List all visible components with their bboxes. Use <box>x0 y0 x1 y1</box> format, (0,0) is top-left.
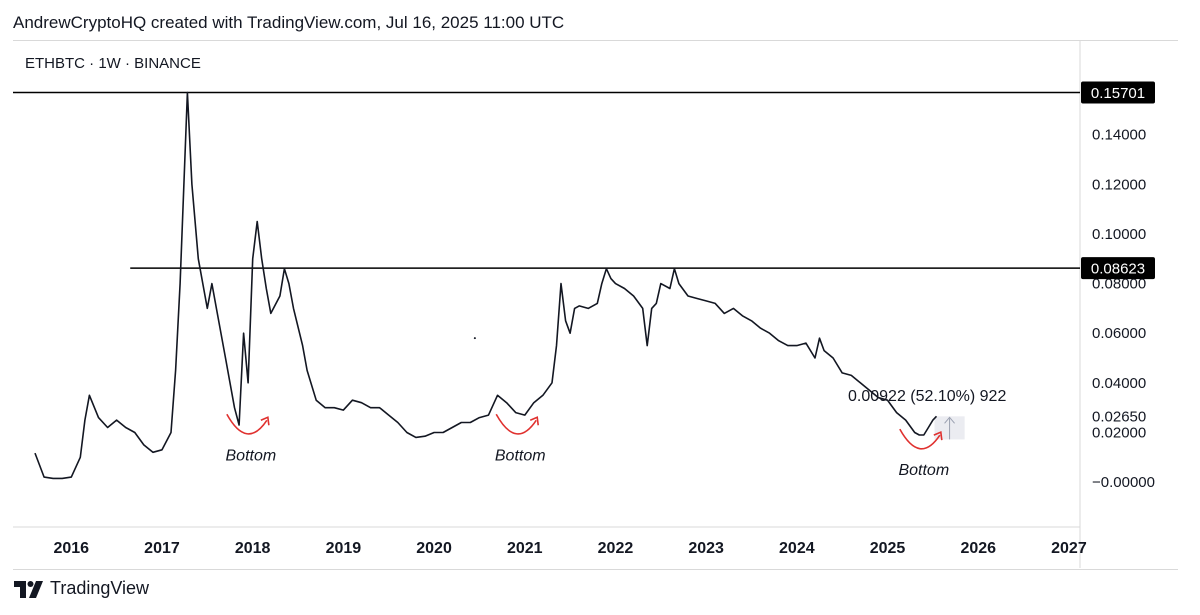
chart-header: AndrewCryptoHQ created with TradingView.… <box>13 13 565 32</box>
x-tick-label: 2022 <box>598 540 634 557</box>
x-tick-label: 2024 <box>779 540 815 557</box>
price-label-box <box>1081 257 1155 280</box>
x-tick-label: 2026 <box>960 540 996 557</box>
measure-arrow-head <box>944 416 955 424</box>
bottom-annotation: Bottom <box>226 447 277 464</box>
tradingview-logo-icon <box>14 580 43 598</box>
y-tick-label: −0.00000 <box>1092 474 1155 491</box>
x-tick-label: 2021 <box>507 540 543 557</box>
symbol-label: ETHBTC · 1W · BINANCE <box>25 55 201 72</box>
y-tick-label: 0.12000 <box>1092 176 1146 193</box>
bottom-curve-arrow <box>899 428 941 450</box>
footer: TradingView <box>14 578 149 599</box>
price-label-box <box>1081 81 1155 104</box>
bottom-annotation: Bottom <box>495 447 546 464</box>
y-tick-label: 0.06000 <box>1092 325 1146 342</box>
y-tick-label: 0.04000 <box>1092 375 1146 392</box>
x-tick-label: 2023 <box>688 540 724 557</box>
y-tick-label: 0.08000 <box>1092 276 1146 293</box>
chart-frame <box>13 40 1178 570</box>
last-price-label-bg <box>1081 406 1155 427</box>
tradingview-brand: TradingView <box>50 578 150 598</box>
last-price-label: 0.02650 <box>1092 408 1146 425</box>
price-series-line <box>34 91 938 480</box>
y-tick-label: 0.10000 <box>1092 226 1146 243</box>
x-tick-label: 2025 <box>870 540 906 557</box>
y-tick-label: 0.02000 <box>1092 424 1146 441</box>
bottom-annotation: Bottom <box>898 462 949 479</box>
x-tick-label: 2017 <box>144 540 180 557</box>
x-tick-label: 2018 <box>235 540 271 557</box>
measure-label: 0.00922 (52.10%) 922 <box>848 388 1006 405</box>
bottom-curve-arrow-head <box>260 416 270 426</box>
bottom-curve-arrow <box>495 413 537 435</box>
bottom-curve-arrow-head <box>529 416 540 426</box>
price-label-text: 0.08623 <box>1091 261 1145 278</box>
x-tick-label: 2016 <box>53 540 89 557</box>
bottom-curve-arrow-head <box>933 431 943 441</box>
y-tick-label: 0.14000 <box>1092 127 1146 144</box>
chart-dot <box>473 337 476 340</box>
bottom-curve-arrow <box>226 413 268 435</box>
x-tick-label: 2020 <box>416 540 452 557</box>
x-tick-label: 2019 <box>326 540 362 557</box>
price-label-text: 0.15701 <box>1091 85 1145 102</box>
x-tick-label: 2027 <box>1051 540 1087 557</box>
